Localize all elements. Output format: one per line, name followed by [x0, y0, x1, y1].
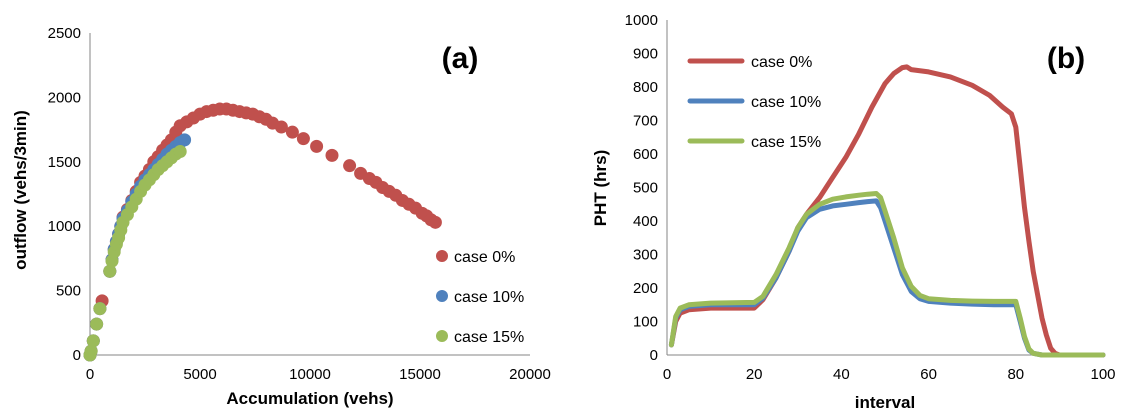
x-ticks-a: 0 5000 10000 15000 20000 [86, 366, 551, 383]
x-tick-label-a: 10000 [289, 366, 331, 383]
legend-label-b-case-10: case 10% [751, 94, 821, 111]
x-tick-label-a: 15000 [399, 366, 441, 383]
y-tick-label-a: 1500 [48, 154, 81, 171]
point-case-15 [84, 344, 98, 358]
x-tick-label-b: 80 [1007, 366, 1024, 383]
series-lines-b [668, 64, 1106, 358]
point-case-0 [285, 125, 299, 139]
y-tick-label-b: 300 [633, 247, 658, 264]
point-case-0 [274, 120, 288, 134]
legend-label-case-0: case 0% [454, 249, 515, 266]
scatter-chart-a: 0 500 1000 1500 2000 2500 0 5000 10000 15000 2000… [11, 25, 551, 408]
line-chart-b: 0 100 200 300 400 500 600 700 800 900 1000 0 20 40 60… [591, 12, 1116, 411]
point-case-0 [296, 132, 310, 146]
y-tick-label-b: 400 [633, 213, 658, 230]
point-case-0 [343, 159, 357, 173]
y-tick-label-b: 500 [633, 180, 658, 197]
legend-a: case 0% case 10% case 15% [436, 249, 524, 346]
x-tick-label-b: 0 [663, 366, 671, 383]
x-tick-label-b: 40 [833, 366, 850, 383]
y-tick-label-b: 100 [633, 314, 658, 331]
y-tick-label-b: 1000 [625, 12, 658, 29]
y-ticks-b: 0 100 200 300 400 500 600 700 800 900 1000 [625, 12, 658, 364]
y-tick-label-b: 600 [633, 146, 658, 163]
y-tick-label-a: 0 [73, 347, 81, 364]
y-tick-label-a: 1000 [48, 218, 81, 235]
legend-marker-case-0 [436, 250, 448, 262]
point-case-0 [310, 139, 324, 153]
point-case-15 [86, 334, 100, 348]
y-axis-label-a: outflow (vehs/3min) [11, 110, 30, 270]
y-tick-label-a: 500 [56, 283, 81, 300]
point-case-15 [93, 302, 107, 316]
x-axis-label-b: interval [855, 393, 915, 411]
x-axis-label-a: Accumulation (vehs) [226, 389, 393, 408]
legend-b: case 0% case 10% case 15% [687, 54, 821, 151]
legend-label-b-case-15: case 15% [751, 134, 821, 151]
legend-label-case-15: case 15% [454, 329, 524, 346]
y-axis-label-b: PHT (hrs) [591, 150, 610, 227]
legend-marker-case-10 [436, 290, 448, 302]
y-tick-label-b: 200 [633, 280, 658, 297]
x-tick-label-b: 20 [746, 366, 763, 383]
y-tick-label-b: 900 [633, 46, 658, 63]
x-tick-label-a: 5000 [183, 366, 216, 383]
y-tick-label-b: 700 [633, 113, 658, 130]
point-case-0 [428, 215, 442, 229]
point-case-15 [90, 317, 104, 331]
legend-marker-case-15 [436, 330, 448, 342]
panel-label-a: (a) [442, 42, 479, 75]
point-case-15 [103, 264, 117, 278]
x-tick-label-a: 20000 [509, 366, 551, 383]
x-tick-label-b: 100 [1090, 366, 1115, 383]
y-tick-label-b: 0 [650, 347, 658, 364]
x-ticks-b: 0 20 40 60 80 100 [663, 366, 1116, 383]
x-tick-label-b: 60 [920, 366, 937, 383]
y-ticks-a: 0 500 1000 1500 2000 2500 [48, 25, 81, 364]
scatter-points-a [83, 102, 442, 362]
y-tick-label-b: 800 [633, 79, 658, 96]
point-case-15 [173, 144, 187, 158]
legend-label-b-case-0: case 0% [751, 54, 812, 71]
legend-label-case-10: case 10% [454, 289, 524, 306]
point-case-0 [325, 148, 339, 162]
x-tick-label-a: 0 [86, 366, 94, 383]
y-tick-label-a: 2500 [48, 25, 81, 42]
panel-label-b: (b) [1047, 42, 1085, 75]
line-case-15 [668, 191, 1106, 358]
point-case-10 [178, 133, 192, 147]
y-tick-label-a: 2000 [48, 89, 81, 106]
